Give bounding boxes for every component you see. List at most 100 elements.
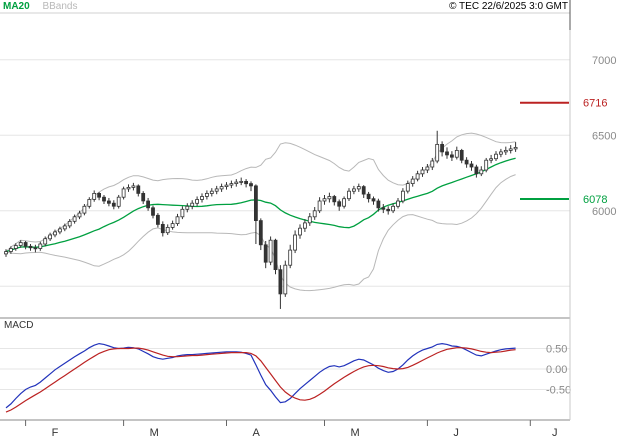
candle-body bbox=[170, 223, 175, 228]
candle-body bbox=[249, 183, 253, 187]
candle-body bbox=[317, 200, 322, 212]
legend-bbands-label: BBands bbox=[42, 1, 78, 12]
candle-body bbox=[366, 193, 371, 200]
candle-body bbox=[165, 226, 170, 234]
candle-body bbox=[386, 208, 391, 212]
candle-body bbox=[102, 196, 106, 202]
level-label: 6078 bbox=[583, 194, 607, 206]
candle-body bbox=[449, 154, 454, 158]
candle-body bbox=[361, 186, 366, 195]
candle-body bbox=[155, 214, 160, 225]
candle-body bbox=[263, 244, 268, 263]
macd-line bbox=[5, 342, 516, 409]
candle-body bbox=[23, 242, 28, 247]
candle-body bbox=[371, 198, 376, 202]
macd-tick-label: -0.50 bbox=[546, 385, 571, 397]
candle-body bbox=[72, 216, 77, 222]
candle-body bbox=[337, 201, 342, 207]
candle-body bbox=[489, 158, 494, 161]
candle-body bbox=[396, 200, 400, 207]
candle-body bbox=[209, 190, 214, 194]
candle-body bbox=[469, 163, 474, 168]
candle-body bbox=[146, 200, 151, 209]
candle-body bbox=[445, 151, 449, 156]
candle-body bbox=[405, 183, 410, 192]
month-label: J bbox=[552, 427, 558, 439]
candle-body bbox=[180, 208, 185, 218]
candle-body bbox=[229, 183, 234, 186]
candle-body bbox=[298, 227, 302, 236]
candle-body bbox=[224, 184, 229, 188]
copyright-text: © TEC 22/6/2025 3:0 GMT bbox=[449, 1, 568, 12]
macd-signal-line bbox=[5, 347, 516, 413]
candle-body bbox=[141, 192, 146, 202]
candle-body bbox=[513, 146, 518, 150]
candle-body bbox=[283, 264, 288, 295]
candle-body bbox=[4, 251, 8, 255]
candle-body bbox=[288, 249, 293, 266]
macd-panel-label: MACD bbox=[4, 320, 34, 331]
candle-body bbox=[126, 186, 131, 190]
candle-body bbox=[342, 198, 347, 207]
candle-body bbox=[268, 239, 273, 263]
candle-body bbox=[410, 178, 415, 185]
candle-body bbox=[430, 160, 435, 168]
price-tick-label: 7000 bbox=[592, 55, 616, 67]
candle-body bbox=[195, 199, 200, 204]
macd-tick-label: 0.50 bbox=[546, 344, 567, 356]
chart-legend: MA20 BBands bbox=[3, 1, 78, 12]
candle-body bbox=[18, 242, 23, 246]
candle-body bbox=[204, 192, 209, 197]
candle-body bbox=[82, 205, 87, 214]
month-label: M bbox=[351, 427, 360, 439]
candle-body bbox=[190, 202, 195, 207]
candle-body bbox=[38, 243, 43, 249]
candle-body bbox=[175, 216, 180, 225]
candle-body bbox=[400, 190, 405, 202]
candle-body bbox=[415, 173, 420, 180]
candle-body bbox=[92, 192, 97, 200]
candle-body bbox=[151, 207, 155, 216]
candle-body bbox=[185, 205, 190, 210]
candle-body bbox=[464, 159, 469, 165]
candle-body bbox=[116, 196, 121, 207]
candle-body bbox=[67, 220, 72, 227]
candle-body bbox=[278, 269, 283, 295]
candle-body bbox=[53, 231, 57, 236]
candle-body bbox=[351, 188, 356, 192]
candle-body bbox=[498, 151, 503, 155]
level-label: 6716 bbox=[583, 98, 607, 110]
candle-body bbox=[508, 148, 513, 151]
candle-body bbox=[479, 169, 484, 175]
candle-body bbox=[234, 181, 239, 185]
candle-body bbox=[77, 212, 82, 218]
candle-body bbox=[327, 196, 332, 200]
candle-body bbox=[307, 216, 312, 224]
candle-body bbox=[62, 225, 67, 230]
candle-body bbox=[107, 200, 111, 204]
month-label: A bbox=[253, 427, 261, 439]
month-label: F bbox=[52, 427, 59, 439]
candle-body bbox=[219, 186, 224, 190]
candle-body bbox=[347, 190, 351, 200]
candle-body bbox=[302, 222, 307, 229]
candle-body bbox=[322, 198, 327, 202]
candle-body bbox=[293, 234, 298, 251]
candle-body bbox=[258, 220, 263, 246]
candle-body bbox=[484, 159, 489, 171]
candle-body bbox=[356, 186, 361, 190]
macd-tick-label: 0.00 bbox=[546, 364, 567, 376]
candle-body bbox=[425, 166, 430, 171]
candle-body bbox=[200, 196, 204, 200]
candle-body bbox=[503, 149, 508, 153]
candle-body bbox=[43, 238, 48, 245]
price-tick-label: 6500 bbox=[592, 130, 616, 142]
ma20-line bbox=[5, 157, 516, 253]
candle-body bbox=[214, 188, 219, 192]
candle-body bbox=[494, 153, 498, 160]
candle-body bbox=[391, 205, 396, 212]
candle-body bbox=[253, 185, 258, 221]
candle-body bbox=[111, 202, 116, 207]
